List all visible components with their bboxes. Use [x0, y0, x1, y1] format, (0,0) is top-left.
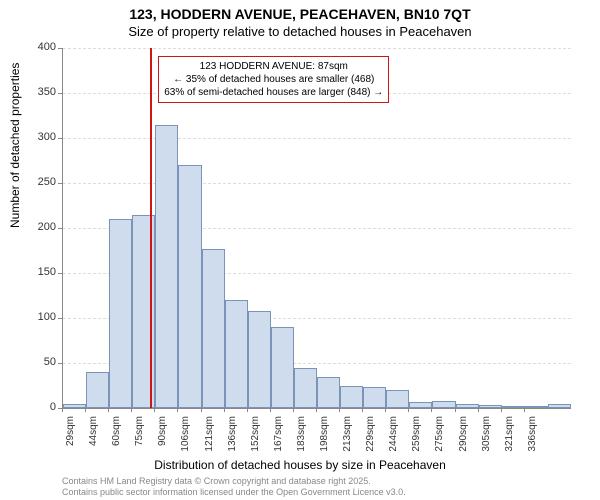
histogram-bar: [155, 125, 178, 409]
histogram-bar: [432, 401, 455, 408]
histogram-bar: [502, 406, 525, 408]
y-tick-label: 350: [6, 86, 56, 98]
x-tick-mark: [408, 408, 409, 412]
x-tick-mark: [247, 408, 248, 412]
plot-area: 123 HODDERN AVENUE: 87sqm← 35% of detach…: [62, 48, 571, 409]
histogram-bar: [271, 327, 294, 408]
y-tick-label: 400: [6, 41, 56, 53]
x-tick-mark: [501, 408, 502, 412]
x-tick-mark: [85, 408, 86, 412]
y-tick-label: 50: [6, 356, 56, 368]
histogram-bar: [479, 405, 502, 408]
y-tick-label: 200: [6, 221, 56, 233]
x-tick-mark: [339, 408, 340, 412]
y-tick-mark: [58, 273, 62, 274]
annotation-stat: ← 35% of detached houses are smaller (46…: [164, 73, 383, 86]
x-tick-mark: [224, 408, 225, 412]
histogram-bar: [248, 311, 271, 408]
annotation-title: 123 HODDERN AVENUE: 87sqm: [164, 60, 383, 73]
x-tick-mark: [362, 408, 363, 412]
credit-line-1: Contains HM Land Registry data © Crown c…: [62, 476, 406, 487]
histogram-bar: [525, 406, 548, 408]
histogram-bar: [548, 404, 571, 409]
histogram-bar: [225, 300, 248, 408]
gridline: [63, 138, 571, 139]
data-credits: Contains HM Land Registry data © Crown c…: [62, 476, 406, 498]
x-tick-mark: [131, 408, 132, 412]
x-tick-mark: [478, 408, 479, 412]
histogram-bar: [294, 368, 317, 409]
x-tick-mark: [455, 408, 456, 412]
x-tick-mark: [293, 408, 294, 412]
x-tick-mark: [108, 408, 109, 412]
x-tick-mark: [177, 408, 178, 412]
credit-line-2: Contains public sector information licen…: [62, 487, 406, 498]
histogram-bar: [202, 249, 225, 408]
gridline: [63, 48, 571, 49]
x-axis-label: Distribution of detached houses by size …: [0, 458, 600, 472]
x-tick-mark: [62, 408, 63, 412]
x-tick-mark: [154, 408, 155, 412]
histogram-bar: [63, 404, 86, 409]
y-tick-mark: [58, 48, 62, 49]
x-tick-mark: [524, 408, 525, 412]
y-tick-label: 0: [6, 401, 56, 413]
x-tick-mark: [201, 408, 202, 412]
histogram-bar: [340, 386, 363, 409]
histogram-bar: [178, 165, 201, 408]
annotation-stat: 63% of semi-detached houses are larger (…: [164, 86, 383, 99]
x-tick-mark: [316, 408, 317, 412]
y-tick-mark: [58, 228, 62, 229]
histogram-bar: [86, 372, 109, 408]
y-tick-mark: [58, 183, 62, 184]
y-tick-label: 250: [6, 176, 56, 188]
y-tick-mark: [58, 318, 62, 319]
histogram-bar: [109, 219, 132, 408]
y-tick-label: 300: [6, 131, 56, 143]
chart-subtitle: Size of property relative to detached ho…: [0, 24, 600, 39]
y-tick-mark: [58, 138, 62, 139]
x-tick-mark: [385, 408, 386, 412]
property-annotation-box: 123 HODDERN AVENUE: 87sqm← 35% of detach…: [158, 56, 389, 103]
histogram-bar: [363, 387, 386, 408]
y-tick-mark: [58, 93, 62, 94]
y-tick-mark: [58, 363, 62, 364]
histogram-bar: [386, 390, 409, 408]
y-tick-label: 150: [6, 266, 56, 278]
gridline: [63, 183, 571, 184]
histogram-bar: [317, 377, 340, 409]
x-tick-mark: [431, 408, 432, 412]
property-marker-line: [150, 48, 152, 408]
x-tick-mark: [270, 408, 271, 412]
histogram-bar: [409, 402, 432, 408]
chart-title-address: 123, HODDERN AVENUE, PEACEHAVEN, BN10 7Q…: [0, 6, 600, 22]
property-size-chart: 123, HODDERN AVENUE, PEACEHAVEN, BN10 7Q…: [0, 0, 600, 500]
y-tick-label: 100: [6, 311, 56, 323]
histogram-bar: [456, 404, 479, 409]
